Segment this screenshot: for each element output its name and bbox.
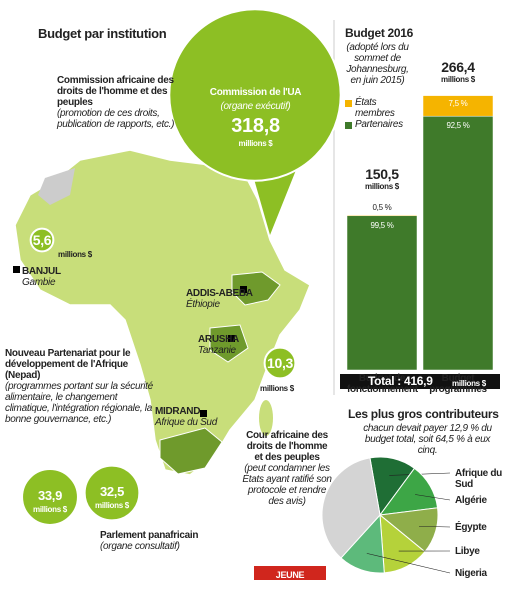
pie-slice [321, 457, 381, 559]
bubble [83, 464, 141, 522]
institution-name: Cour africaine des droits de l'homme et … [246, 430, 328, 463]
total-unit: millions $ [452, 379, 486, 388]
bubble-value: 33,9 [37, 488, 63, 503]
credit: JEUNE AFRIQUE [270, 570, 310, 591]
bubble-unit: millions $ [260, 384, 294, 393]
leader-line [414, 494, 451, 501]
country-name: Tanzanie [198, 345, 236, 356]
chart-subtitle: (adopté lors du sommet de Johannesburg, … [346, 42, 409, 86]
institution-note: (organe exécutif) [220, 101, 291, 112]
leader-line [366, 553, 451, 574]
country-name: Afrique du Sud [155, 417, 217, 428]
pie-label: Libye [455, 546, 480, 557]
legend-label: États membres [355, 97, 395, 119]
map-title: Budget par institution [38, 26, 167, 41]
city-marker [200, 410, 207, 417]
ethiopia [231, 271, 281, 306]
total-unit: millions $ [365, 181, 399, 191]
sahara-patch [38, 168, 75, 205]
city-marker [13, 266, 20, 273]
total-value: 266,4 [441, 58, 475, 75]
city-name: ARUSHA [198, 334, 239, 345]
chart-subtitle: chacun devait payer 12,9 % du budget tot… [363, 423, 492, 456]
total-unit: millions $ [441, 74, 475, 84]
bubble [21, 468, 79, 526]
chart-title: Budget 2016 [345, 26, 414, 40]
pie-label: Afrique du Sud [455, 468, 502, 490]
city-name: MIDRAND [155, 406, 201, 417]
pie-label: Égypte [455, 522, 487, 533]
bubble-unit: millions $ [58, 250, 92, 259]
bubble [263, 346, 297, 380]
bar-segment [422, 115, 494, 371]
segment-label: 7,5 % [448, 98, 468, 108]
legend-swatch [345, 122, 352, 129]
institution-name: Nouveau Partenariat pour le développemen… [5, 348, 131, 381]
x-tick-label: Budget programmes [429, 373, 487, 395]
institution-note: (promotion de ces droits, publication de… [57, 108, 175, 130]
institution-note: (peut condamner les États ayant ratifié … [242, 463, 332, 507]
bubble-value: 10,3 [266, 355, 294, 371]
bubble-unit: millions $ [95, 501, 129, 510]
bar-segment [346, 215, 418, 371]
south-africa [159, 427, 223, 475]
total-value: 150,5 [365, 165, 399, 182]
madagascar [259, 400, 273, 436]
pie-label: Nigeria [455, 568, 487, 579]
bubble [29, 227, 55, 253]
bubble-value: 32,5 [99, 484, 125, 499]
bubble-value: 318,8 [231, 115, 280, 137]
institution-note: (organe consultatif) [100, 541, 180, 552]
pie-label: Algérie [455, 495, 487, 506]
total-label: Total : 416,9 [368, 374, 433, 388]
bubble [168, 8, 342, 182]
bar-segment [422, 95, 494, 117]
institution-name: Parlement panafricain [100, 530, 199, 541]
city-name: BANJUL [22, 266, 61, 277]
institution-note: (programmes portant sur la sécurité alim… [5, 381, 153, 425]
segment-label: 99,5 % [370, 220, 394, 230]
city-marker [240, 286, 247, 293]
bubble-unit: millions $ [238, 139, 273, 148]
segment-label: 0,5 % [372, 202, 392, 212]
country-name: Gambie [22, 277, 56, 288]
country-name: Éthiopie [186, 299, 220, 310]
legend-label: Partenaires [355, 119, 403, 130]
tanzania [209, 324, 249, 363]
bubble-unit: millions $ [33, 505, 67, 514]
legend-swatch [345, 100, 352, 107]
credit-box [254, 566, 326, 580]
x-tick-label: Budget de fonctionnement [347, 373, 418, 395]
total-banner [340, 374, 500, 389]
city-marker [228, 335, 235, 342]
city-name: ADDIS-ABEBA [186, 288, 253, 299]
bar-segment [346, 214, 418, 217]
bubble-value: 5,6 [32, 232, 52, 248]
institution-name: Commission africaine des droits de l'hom… [57, 75, 174, 108]
chart-title: Les plus gros contributeurs [348, 407, 499, 421]
segment-label: 92,5 % [446, 121, 470, 131]
leader-line [419, 525, 451, 528]
institution-name: Commission de l'UA [209, 87, 302, 98]
